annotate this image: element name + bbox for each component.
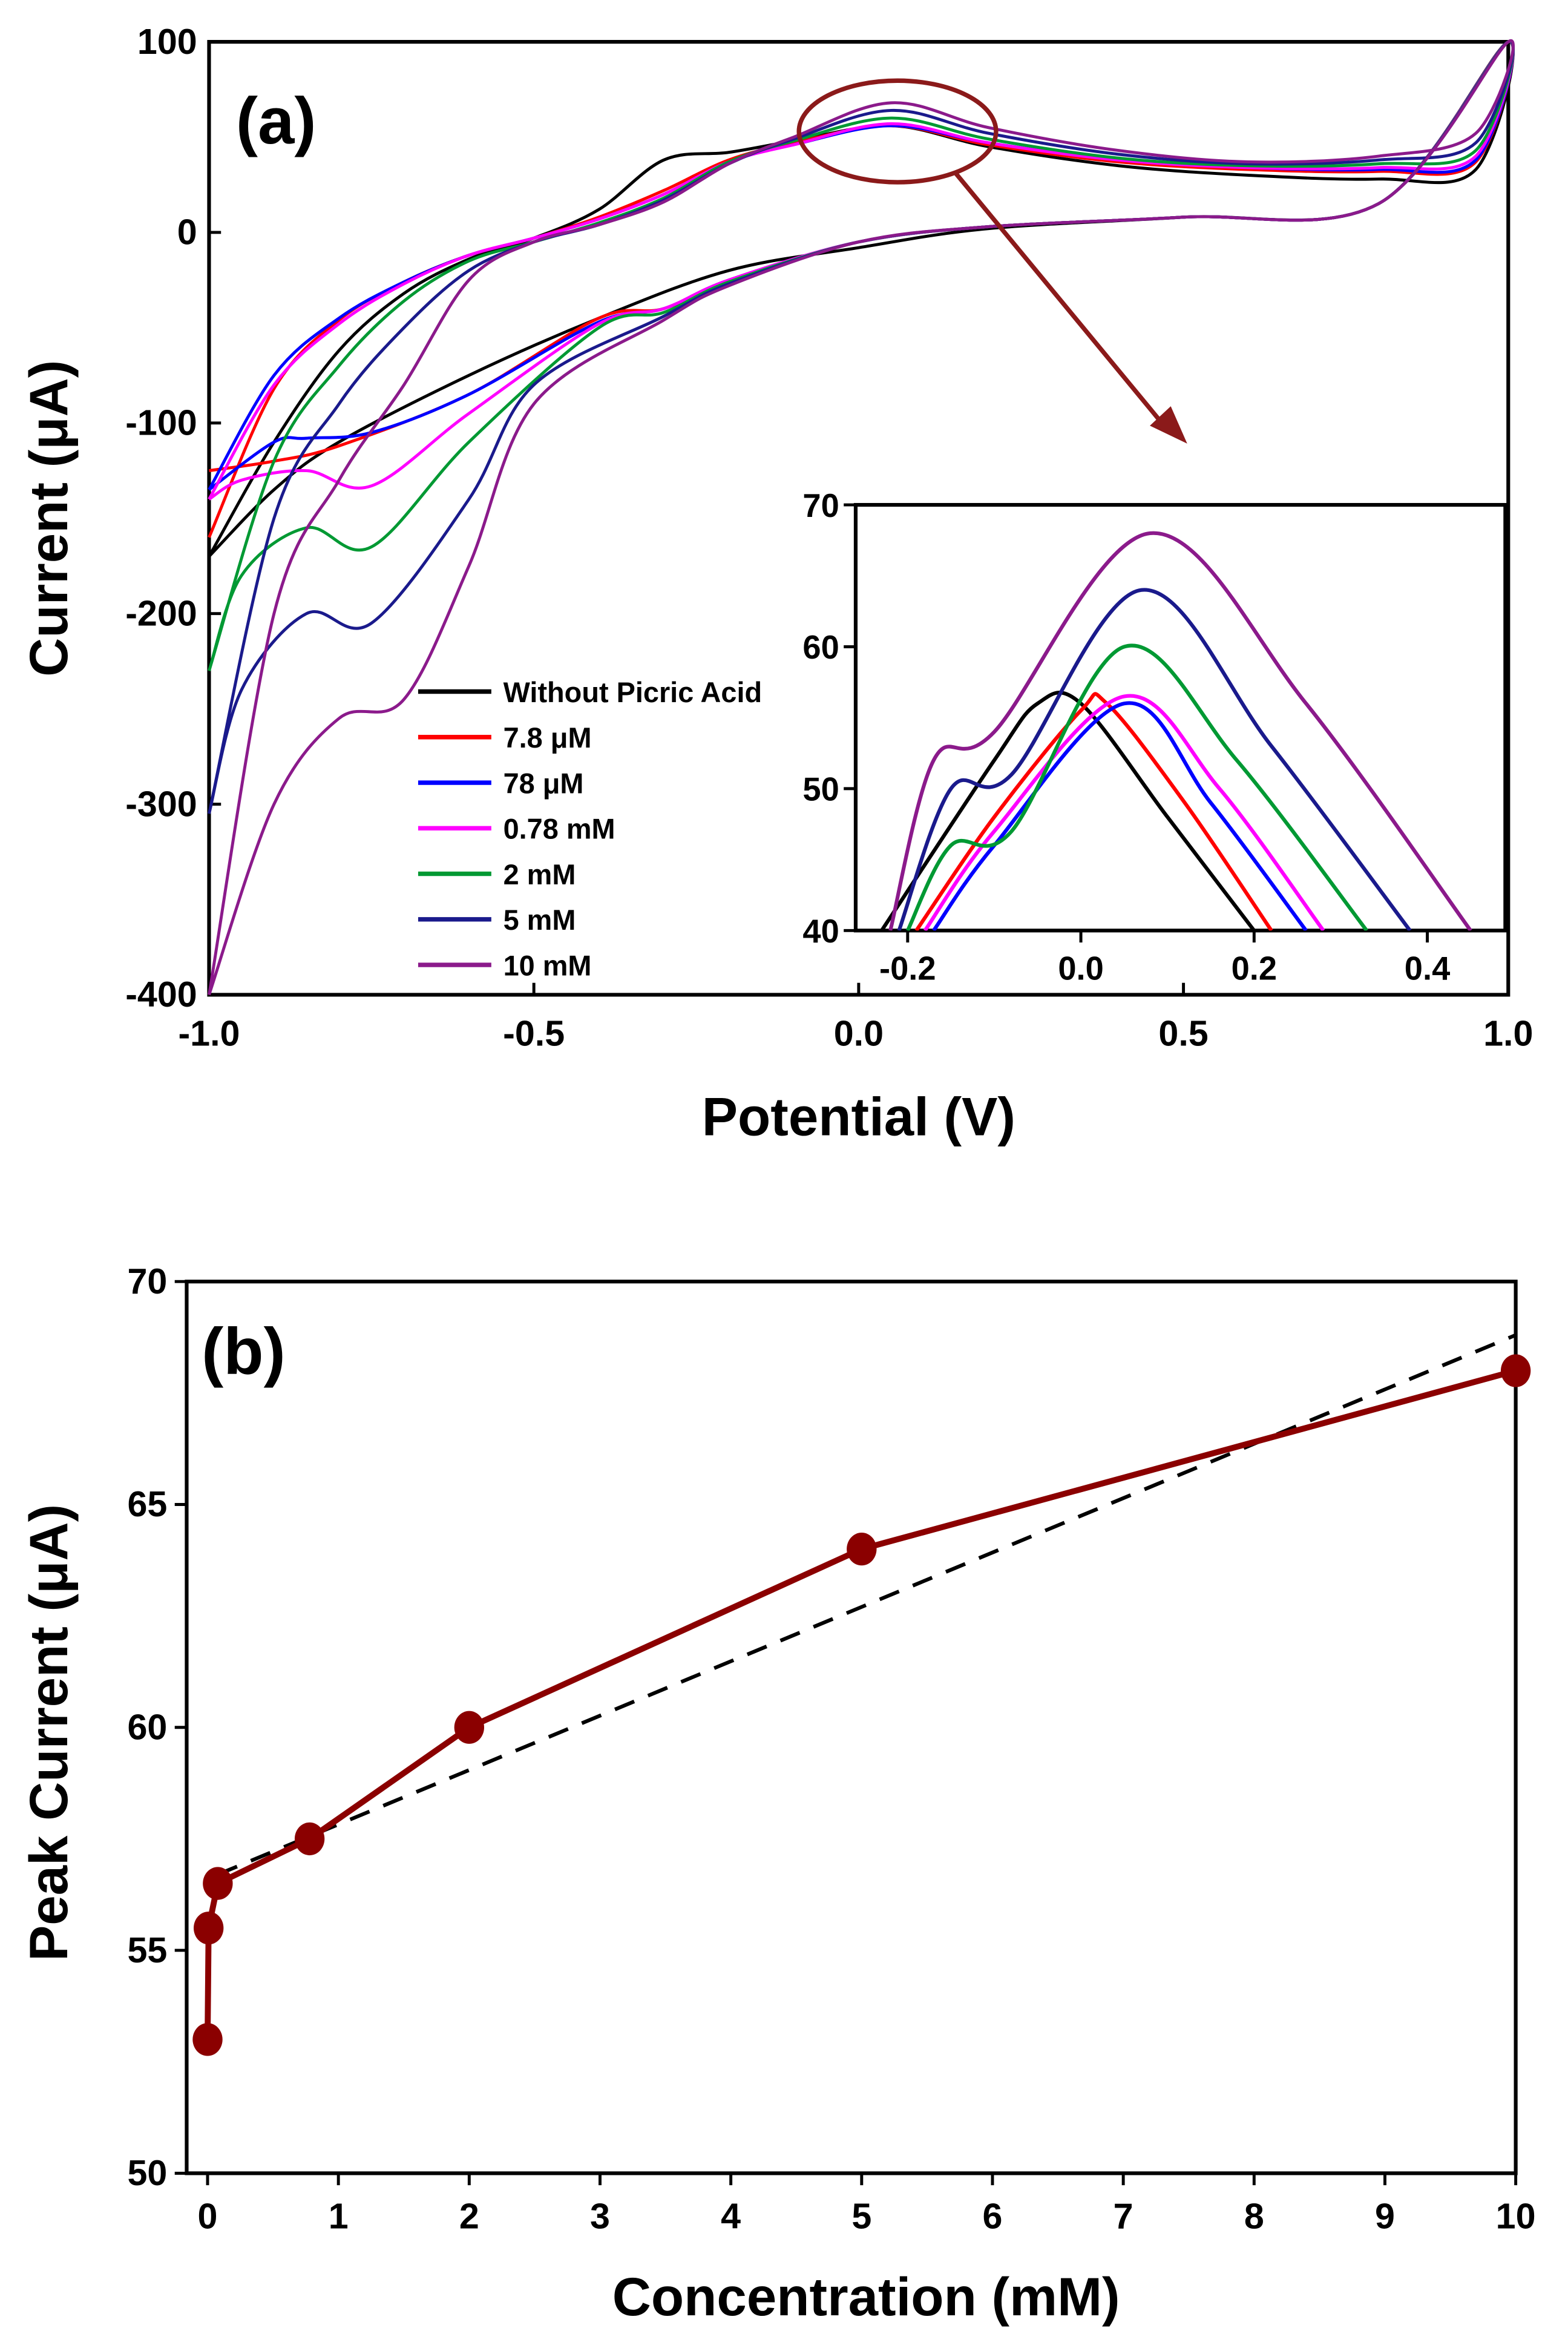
x-tick-label: 1.0 [1483, 1013, 1533, 1053]
panel-a-xlabel: Potential (V) [702, 1087, 1015, 1146]
data-point [1500, 1354, 1531, 1387]
panel-a: -1.0 -0.5 0.0 0.5 1.0 100 0 -100 -200 -300 -400 (a… [19, 21, 1533, 1147]
peak-current-line [205, 1367, 1517, 2040]
linear-fit-line [217, 1333, 1517, 1876]
panel-a-curves [208, 39, 1515, 996]
inset-curve [897, 588, 1412, 931]
x-tick-label: 0.0 [834, 1013, 884, 1053]
inset-x-tick-label: -0.2 [879, 950, 936, 987]
inset-y-tick-label: 70 [802, 487, 839, 524]
x-tick-label: 8 [1244, 2196, 1264, 2237]
x-tick-label: 0 [198, 2196, 218, 2237]
legend-label: Without Picric Acid [504, 677, 763, 708]
inset-curve [906, 643, 1368, 931]
y-tick-label: 60 [128, 1707, 168, 1748]
data-point [192, 2023, 223, 2056]
panel-b-frame [185, 1280, 1518, 2175]
data-point [203, 1867, 233, 1900]
x-tick-label: 10 [1496, 2196, 1536, 2237]
zoom-arrow [954, 171, 1170, 432]
cv-curve [208, 40, 1515, 501]
x-tick-label: 2 [459, 2196, 479, 2237]
zoom-region-ellipse [796, 78, 999, 185]
y-tick-label: 65 [128, 1484, 168, 1524]
legend-label: 10 mM [504, 950, 592, 981]
y-tick-label: -100 [125, 403, 197, 443]
x-tick-label: 5 [851, 2196, 871, 2237]
legend-label: 7.8 μM [504, 722, 592, 754]
x-tick-label: 4 [721, 2196, 741, 2237]
x-tick-label: -0.5 [503, 1013, 565, 1053]
x-tick-label: 9 [1375, 2196, 1395, 2237]
panel-b-label: (b) [202, 1315, 286, 1389]
panel-b-ylabel: Peak Current (μA) [19, 1504, 79, 1961]
y-tick-label: 50 [128, 2152, 168, 2193]
panel-b-curves [192, 1333, 1531, 2056]
panel-a-label: (a) [236, 85, 317, 158]
data-point [847, 1533, 877, 1566]
inset-curve [932, 701, 1308, 931]
x-tick-label: 0.5 [1158, 1013, 1208, 1053]
inset-x-tick-label: 0.4 [1405, 950, 1450, 987]
legend-label: 78 μM [504, 768, 584, 799]
y-tick-label: 0 [177, 212, 197, 252]
x-tick-label: 3 [590, 2196, 610, 2237]
inset-curve [914, 692, 1273, 931]
legend-label: 2 mM [504, 859, 576, 890]
cv-curve [208, 39, 1515, 671]
inset-chart: -0.2 0.0 0.2 0.4 70 60 50 40 [802, 487, 1507, 987]
y-tick-label: -300 [125, 783, 197, 824]
cv-curve [208, 39, 1515, 996]
x-tick-label: 7 [1114, 2196, 1133, 2237]
legend-label: 0.78 mM [504, 814, 615, 845]
data-point [294, 1822, 325, 1856]
inset-y-tick-label: 50 [802, 771, 839, 808]
panel-b: 0 1 2 3 4 5 6 7 8 9 10 70 65 60 55 50 (b) Concentration… [19, 1261, 1536, 2327]
data-point [454, 1711, 485, 1744]
legend: Without Picric Acid 7.8 μM 78 μM 0.78 mM 2 m… [418, 677, 763, 981]
inset-x-tick-label: 0.2 [1232, 950, 1277, 987]
zoom-arrow-head [1150, 406, 1187, 444]
panel-b-ticks: 0 1 2 3 4 5 6 7 8 9 10 70 65 60 55 50 [128, 1261, 1536, 2237]
panel-b-xlabel: Concentration (mM) [612, 2267, 1120, 2327]
inset-frame [853, 502, 1507, 933]
inset-y-tick-label: 60 [802, 629, 839, 666]
y-tick-label: 70 [128, 1261, 168, 1301]
x-tick-label: 1 [329, 2196, 349, 2237]
inset-ticks: -0.2 0.0 0.2 0.4 70 60 50 40 [802, 487, 1450, 987]
y-tick-label: 55 [128, 1930, 168, 1970]
y-tick-label: -400 [125, 974, 197, 1014]
y-tick-label: 100 [137, 21, 197, 62]
legend-label: 5 mM [504, 904, 576, 936]
panel-a-ticks: -1.0 -0.5 0.0 0.5 1.0 100 0 -100 -200 -300 -400 [125, 21, 1533, 1053]
inset-x-tick-label: 0.0 [1058, 950, 1103, 987]
data-point [194, 1912, 224, 1945]
panel-a-ylabel: Current (μA) [19, 360, 79, 677]
inset-curve [888, 531, 1472, 931]
x-tick-label: 6 [983, 2196, 1003, 2237]
inset-y-tick-label: 40 [802, 913, 839, 950]
inset-curve [923, 694, 1325, 931]
y-tick-label: -200 [125, 593, 197, 633]
inset-curves [880, 531, 1472, 931]
x-tick-label: -1.0 [178, 1013, 240, 1053]
